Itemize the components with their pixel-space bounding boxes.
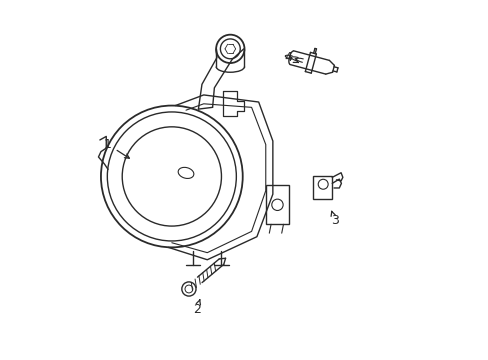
Text: 4: 4	[285, 51, 298, 64]
Text: 2: 2	[192, 300, 200, 316]
Text: 1: 1	[104, 138, 129, 158]
Text: 3: 3	[330, 211, 338, 227]
